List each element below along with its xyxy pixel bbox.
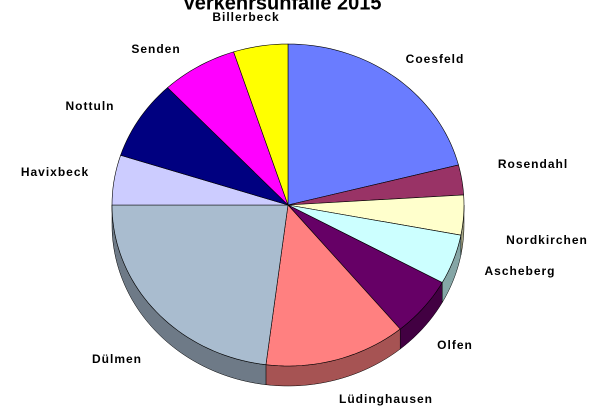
pie-tops [111, 43, 465, 367]
slice-label: Coesfeld [406, 52, 465, 66]
slice-label: Olfen [437, 338, 473, 352]
pie-slice [287, 204, 443, 330]
pie-slice [111, 154, 289, 206]
pie-slice [111, 204, 289, 366]
slice-label: Rosendahl [498, 157, 568, 171]
pie-slice [287, 194, 465, 236]
pie-slice [287, 43, 459, 206]
slice-label: Nordkirchen [506, 233, 588, 247]
slice-label: Ascheberg [484, 264, 555, 278]
slice-side-shade [442, 235, 461, 303]
pie-slice [233, 43, 289, 206]
slice-label: Dülmen [92, 352, 142, 366]
slice-side-shade [112, 205, 266, 385]
slice-label: Senden [131, 42, 180, 56]
slice-side-shade [460, 205, 464, 256]
slice-side-shade [265, 329, 401, 386]
pie-slice [167, 51, 289, 206]
pie-slice [120, 87, 289, 206]
slice-label: Billerbeck [212, 10, 279, 24]
slice-label: Lüdinghausen [339, 392, 433, 406]
slice-label: Havixbeck [21, 165, 89, 179]
slice-label: Nottuln [66, 99, 115, 113]
pie-sides [111, 204, 465, 387]
pie-slice [287, 164, 464, 206]
slice-side-shade [400, 282, 443, 350]
pie-slice [265, 204, 401, 367]
pie-slice [287, 204, 462, 283]
chart-title: Verkehrsunfälle 2015 [182, 0, 381, 14]
